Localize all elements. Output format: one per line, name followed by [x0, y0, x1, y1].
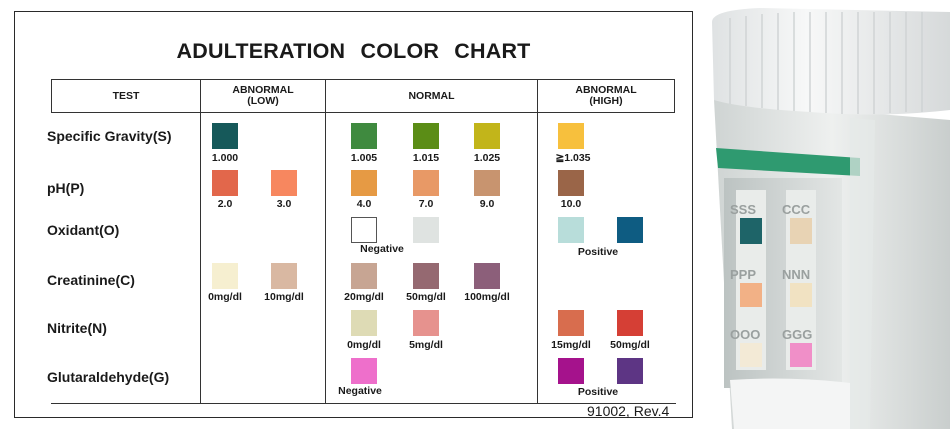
table-bottom-line: [51, 403, 676, 405]
adulteration-color-chart: ADULTERATION COLOR CHART TEST ABNORMAL (L…: [14, 11, 693, 418]
swatch-sg-1015: [413, 123, 439, 149]
swatch-ph-3: [271, 170, 297, 196]
swatch-glutaraldehyde-negative: [351, 358, 377, 384]
swatch-oxidant-negative-2: [413, 217, 439, 243]
swatch-glutaraldehyde-positive-1: [558, 358, 584, 384]
row-label-nitrite: Nitrite(N): [47, 320, 107, 336]
label-oxidant-positive: Positive: [577, 246, 619, 258]
swatch-creatinine-0: [212, 263, 238, 289]
row-label-oxidant: Oxidant(O): [47, 222, 120, 238]
swatch-creatinine-100: [474, 263, 500, 289]
strip-label-o: OOO: [730, 327, 760, 342]
value-sg-1015: 1.015: [412, 152, 440, 164]
swatch-sg-1035: [558, 123, 584, 149]
swatch-oxidant-negative-1: [351, 217, 377, 243]
header-test: TEST: [51, 79, 201, 113]
header-abnormal-high: ABNORMAL (HIGH): [537, 79, 675, 113]
swatch-oxidant-positive-2: [617, 217, 643, 243]
table-header: TEST ABNORMAL (LOW) NORMAL ABNORMAL (HIGH): [51, 79, 695, 115]
swatch-ph-4: [351, 170, 377, 196]
value-sg-1025: 1.025: [473, 152, 501, 164]
revision-footer: 91002, Rev.4: [587, 403, 670, 419]
cup-cap: [712, 8, 950, 115]
swatch-creatinine-50: [413, 263, 439, 289]
value-sg-1000: 1.000: [211, 152, 239, 164]
row-label-creatinine: Creatinine(C): [47, 272, 135, 288]
value-sg-1035: ≧1.035: [555, 152, 591, 164]
swatch-creatinine-20: [351, 263, 377, 289]
value-nitrite-50: 50mg/dl: [610, 339, 650, 351]
swatch-ph-7: [413, 170, 439, 196]
value-creatinine-10: 10mg/dl: [264, 291, 304, 303]
strip-label-s: SSS: [730, 202, 756, 217]
row-label-glutaraldehyde: Glutaraldehyde(G): [47, 369, 170, 385]
strip-label-n: NNN: [782, 267, 810, 282]
row-label-ph: pH(P): [47, 180, 85, 196]
green-band: [716, 148, 860, 176]
value-ph-9: 9.0: [479, 198, 495, 210]
label-oxidant-negative: Negative: [360, 243, 404, 255]
swatch-sg-1005: [351, 123, 377, 149]
test-cup-photo: SSS CCC PPP NNN OOO GGG: [700, 0, 950, 429]
swatch-ph-9: [474, 170, 500, 196]
value-nitrite-0: 0mg/dl: [347, 339, 381, 351]
value-ph-10: 10.0: [560, 198, 582, 210]
divider-high: [537, 112, 539, 404]
value-ph-7: 7.0: [418, 198, 434, 210]
test-cup-illustration: SSS CCC PPP NNN OOO GGG: [712, 8, 950, 429]
value-creatinine-50: 50mg/dl: [406, 291, 446, 303]
value-creatinine-20: 20mg/dl: [344, 291, 384, 303]
strip-label-g: GGG: [782, 327, 812, 342]
swatch-glutaraldehyde-positive-2: [617, 358, 643, 384]
swatch-nitrite-15: [558, 310, 584, 336]
swatch-creatinine-10: [271, 263, 297, 289]
swatch-nitrite-0: [351, 310, 377, 336]
swatch-ph-10: [558, 170, 584, 196]
swatch-ph-2: [212, 170, 238, 196]
swatch-nitrite-5: [413, 310, 439, 336]
value-creatinine-0: 0mg/dl: [208, 291, 242, 303]
strip-label-p: PPP: [730, 267, 756, 282]
strip-label-c: CCC: [782, 202, 811, 217]
divider-normal: [325, 112, 327, 404]
swatch-oxidant-positive-1: [558, 217, 584, 243]
label-glutaraldehyde-positive: Positive: [577, 386, 619, 398]
value-nitrite-5: 5mg/dl: [409, 339, 443, 351]
value-nitrite-15: 15mg/dl: [551, 339, 591, 351]
swatch-sg-1000: [212, 123, 238, 149]
swatch-nitrite-50: [617, 310, 643, 336]
row-label-specific-gravity: Specific Gravity(S): [47, 128, 172, 144]
header-abnormal-low: ABNORMAL (LOW): [200, 79, 326, 113]
swatch-sg-1025: [474, 123, 500, 149]
value-creatinine-100: 100mg/dl: [464, 291, 510, 303]
value-ph-4: 4.0: [356, 198, 372, 210]
value-ph-2: 2.0: [217, 198, 233, 210]
label-glutaraldehyde-negative: Negative: [338, 385, 382, 397]
value-ph-3: 3.0: [276, 198, 292, 210]
value-sg-1005: 1.005: [350, 152, 378, 164]
chart-title: ADULTERATION COLOR CHART: [176, 39, 531, 63]
divider-low: [200, 112, 202, 404]
header-normal: NORMAL: [325, 79, 538, 113]
